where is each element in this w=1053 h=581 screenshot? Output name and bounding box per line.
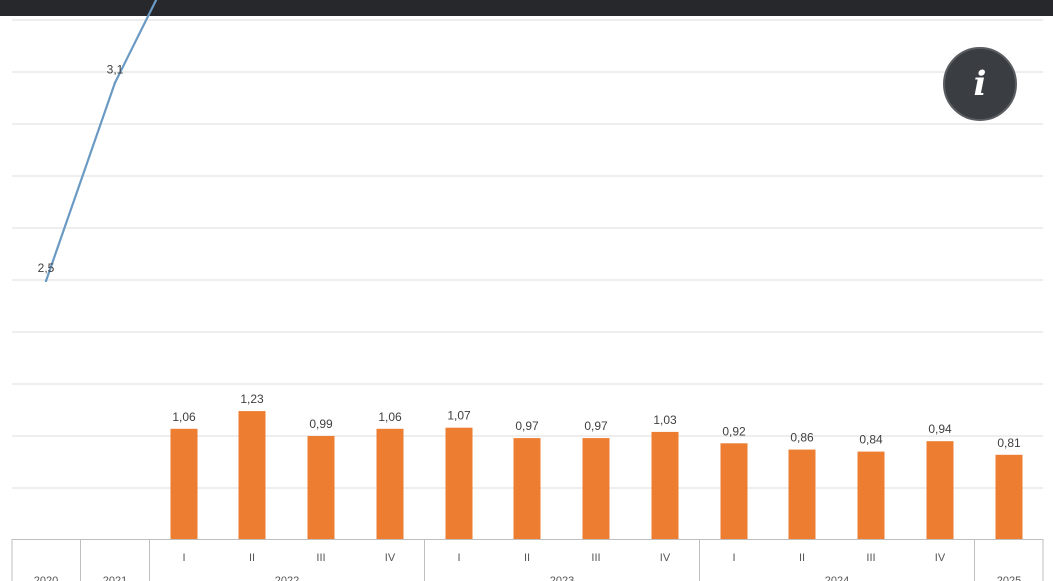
quarter-label: IV	[385, 552, 396, 564]
quarter-label: II	[524, 552, 530, 564]
bar	[170, 428, 198, 539]
bar-data-label: 0,97	[584, 419, 608, 433]
quarter-label: I	[182, 552, 185, 564]
bar	[651, 431, 679, 539]
bar	[788, 449, 816, 539]
bar-series	[170, 411, 1023, 539]
bar	[238, 411, 266, 539]
bar-data-label: 0,97	[515, 419, 539, 433]
year-label: 2021	[103, 575, 127, 581]
year-label: 2024	[825, 575, 849, 581]
chart-grid	[12, 19, 1043, 489]
bar-data-label: 0,86	[790, 431, 814, 445]
bar	[926, 441, 954, 539]
quarter-label: III	[866, 552, 875, 564]
year-label: 2020	[34, 575, 58, 581]
line-data-label: 2,5	[38, 261, 55, 275]
quarter-label: IV	[660, 552, 671, 564]
bar-data-label: 1,23	[240, 392, 264, 406]
bar	[995, 454, 1023, 539]
bar	[445, 427, 473, 539]
bar-data-label: 0,99	[309, 417, 333, 431]
line-point	[44, 279, 48, 283]
bar-data-label: 0,92	[722, 424, 746, 438]
line-point	[113, 81, 117, 84]
line-path	[44, 0, 158, 282]
bar-data-label: 0,94	[928, 422, 952, 436]
year-label: 2025	[997, 575, 1021, 581]
bar	[582, 438, 610, 539]
quarter-label: I	[457, 552, 460, 564]
year-label: 2022	[275, 575, 299, 581]
bar-data-label: 0,81	[997, 436, 1021, 450]
bar	[376, 428, 404, 539]
window-top-bar	[0, 0, 1053, 16]
info-icon: i	[973, 64, 987, 104]
bar-data-label: 1,06	[378, 410, 402, 424]
bar	[720, 443, 748, 539]
year-label: 2023	[550, 575, 574, 581]
bar-data-label: 1,06	[172, 410, 196, 424]
bar	[307, 436, 335, 539]
quarter-label: III	[316, 552, 325, 564]
bar	[857, 451, 885, 539]
bar-data-label: 1,07	[447, 409, 471, 423]
quarter-label: I	[732, 552, 735, 564]
line-data-label: 3,1	[107, 63, 124, 77]
bar-data-label: 1,03	[653, 413, 677, 427]
info-button[interactable]: i	[943, 47, 1017, 121]
bar-data-label: 0,84	[859, 433, 883, 447]
data-labels: 2,53,13,524,104,324,334,344,094,074,053,…	[38, 63, 1021, 450]
quarter-label: II	[799, 552, 805, 564]
quarter-label: II	[249, 552, 255, 564]
bar	[513, 438, 541, 539]
line-series	[44, 0, 158, 283]
quarter-label: IV	[935, 552, 946, 564]
quarter-label: III	[591, 552, 600, 564]
